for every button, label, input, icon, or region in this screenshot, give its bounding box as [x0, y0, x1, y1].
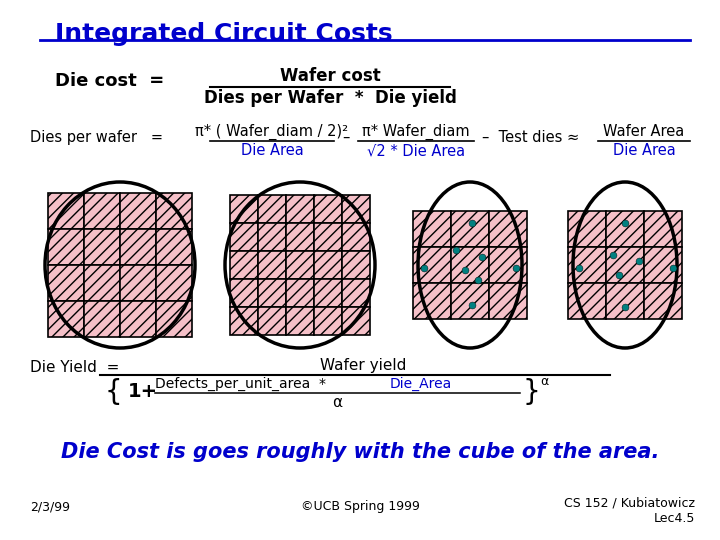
Text: –  Test dies ≈: – Test dies ≈: [482, 130, 580, 145]
Text: Wafer yield: Wafer yield: [320, 358, 406, 373]
Bar: [606, 247, 644, 283]
Text: 2/3/99: 2/3/99: [30, 500, 70, 513]
Text: Die Yield  =: Die Yield =: [30, 360, 120, 375]
Text: Die cost  =: Die cost =: [55, 72, 164, 90]
Bar: [489, 283, 527, 319]
Bar: [156, 301, 192, 337]
Bar: [258, 195, 286, 223]
Bar: [568, 283, 606, 319]
Bar: [84, 229, 120, 265]
Bar: [230, 279, 258, 307]
Bar: [413, 211, 451, 247]
Bar: [286, 223, 314, 251]
Text: –: –: [342, 130, 349, 145]
Bar: [286, 307, 314, 335]
Text: Integrated Circuit Costs: Integrated Circuit Costs: [55, 22, 392, 46]
Bar: [342, 223, 370, 251]
Text: Wafer cost: Wafer cost: [279, 67, 380, 85]
Bar: [156, 193, 192, 229]
Text: π* ( Wafer_diam / 2)²: π* ( Wafer_diam / 2)²: [195, 124, 348, 140]
Text: √2 * Die Area: √2 * Die Area: [367, 143, 465, 158]
Text: Dies per wafer   =: Dies per wafer =: [30, 130, 163, 145]
Text: {: {: [105, 378, 122, 406]
Bar: [342, 307, 370, 335]
Bar: [314, 223, 342, 251]
Text: α: α: [540, 375, 548, 388]
Text: ©UCB Spring 1999: ©UCB Spring 1999: [300, 500, 420, 513]
Bar: [568, 247, 606, 283]
Text: }: }: [522, 378, 540, 406]
Bar: [644, 283, 682, 319]
Bar: [314, 195, 342, 223]
Bar: [314, 307, 342, 335]
Bar: [451, 211, 489, 247]
Bar: [286, 251, 314, 279]
Bar: [413, 247, 451, 283]
Text: Wafer Area: Wafer Area: [603, 124, 685, 139]
Text: α: α: [332, 395, 342, 410]
Bar: [84, 301, 120, 337]
Bar: [342, 279, 370, 307]
Bar: [230, 251, 258, 279]
Bar: [258, 251, 286, 279]
Bar: [606, 283, 644, 319]
Text: π* Wafer_diam: π* Wafer_diam: [362, 124, 470, 140]
Text: Die Area: Die Area: [240, 143, 303, 158]
Bar: [286, 195, 314, 223]
Text: Die Cost is goes roughly with the cube of the area.: Die Cost is goes roughly with the cube o…: [60, 442, 660, 462]
Bar: [48, 193, 84, 229]
Bar: [413, 283, 451, 319]
Bar: [48, 301, 84, 337]
Bar: [84, 193, 120, 229]
Bar: [258, 307, 286, 335]
Bar: [258, 279, 286, 307]
Bar: [568, 211, 606, 247]
Text: Die_Area: Die_Area: [390, 377, 452, 391]
Bar: [644, 211, 682, 247]
Bar: [451, 283, 489, 319]
Text: Defects_per_unit_area  *: Defects_per_unit_area *: [155, 377, 335, 391]
Bar: [314, 251, 342, 279]
Bar: [489, 247, 527, 283]
Bar: [84, 265, 120, 301]
Bar: [230, 195, 258, 223]
Text: Dies per Wafer  *  Die yield: Dies per Wafer * Die yield: [204, 89, 456, 107]
Bar: [120, 229, 156, 265]
Bar: [314, 279, 342, 307]
Bar: [48, 265, 84, 301]
Bar: [120, 265, 156, 301]
Text: Die Area: Die Area: [613, 143, 675, 158]
Bar: [48, 229, 84, 265]
Bar: [286, 279, 314, 307]
Bar: [489, 211, 527, 247]
Bar: [120, 301, 156, 337]
Bar: [451, 247, 489, 283]
Bar: [644, 247, 682, 283]
Text: CS 152 / Kubiatowicz
Lec4.5: CS 152 / Kubiatowicz Lec4.5: [564, 497, 695, 525]
Bar: [156, 229, 192, 265]
Bar: [156, 265, 192, 301]
Bar: [120, 193, 156, 229]
Bar: [342, 251, 370, 279]
Bar: [342, 195, 370, 223]
Text: 1+: 1+: [128, 382, 158, 401]
Bar: [606, 211, 644, 247]
Bar: [230, 307, 258, 335]
Bar: [258, 223, 286, 251]
Bar: [230, 223, 258, 251]
